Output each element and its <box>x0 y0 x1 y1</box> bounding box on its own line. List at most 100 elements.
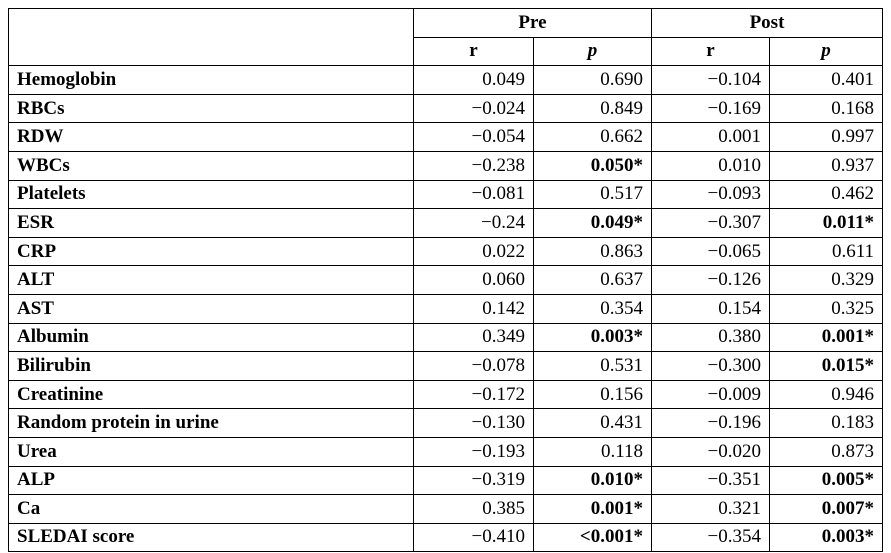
cell-post-p: 0.946 <box>769 379 883 410</box>
row-label: Creatinine <box>8 379 414 410</box>
cell-pre-p: 0.662 <box>533 122 652 152</box>
cell-post-r: −0.126 <box>651 265 770 295</box>
cell-pre-r: 0.060 <box>413 265 534 295</box>
cell-post-p: 0.007* <box>769 494 883 524</box>
cell-pre-r: −0.130 <box>413 408 534 438</box>
cell-post-r: 0.321 <box>651 494 770 524</box>
cell-post-r: −0.354 <box>651 522 770 553</box>
cell-pre-p: 0.010* <box>533 465 652 496</box>
cell-pre-r: −0.24 <box>413 208 534 238</box>
row-label: Ca <box>8 494 414 524</box>
cell-post-r: −0.169 <box>651 93 770 124</box>
cell-post-r: −0.065 <box>651 236 770 267</box>
table-row: Albumin 0.349 0.003* 0.380 0.001* <box>8 322 883 353</box>
table-row: CRP 0.022 0.863 −0.065 0.611 <box>8 236 883 267</box>
cell-post-r: 0.380 <box>651 322 770 353</box>
cell-post-r: −0.104 <box>651 65 770 95</box>
cell-post-p: 0.873 <box>769 436 883 467</box>
cell-post-r: 0.001 <box>651 122 770 152</box>
pre-group-header: Pre <box>413 8 652 38</box>
table-row: ALP −0.319 0.010* −0.351 0.005* <box>8 465 883 496</box>
cell-pre-r: 0.049 <box>413 65 534 95</box>
cell-post-p: 0.183 <box>769 408 883 438</box>
cell-post-p: 0.001* <box>769 322 883 353</box>
cell-post-r: −0.196 <box>651 408 770 438</box>
cell-pre-p: 0.863 <box>533 236 652 267</box>
cell-pre-p: 0.431 <box>533 408 652 438</box>
cell-pre-p: 0.003* <box>533 322 652 353</box>
row-label: Platelets <box>8 179 414 210</box>
post-group-header: Post <box>651 8 883 38</box>
table-row: ALT 0.060 0.637 −0.126 0.329 <box>8 265 883 295</box>
pre-p-header: p <box>533 36 652 67</box>
table-row: ESR −0.24 0.049* −0.307 0.011* <box>8 208 883 238</box>
cell-post-p: 0.011* <box>769 208 883 238</box>
table-row: Urea −0.193 0.118 −0.020 0.873 <box>8 436 883 467</box>
table-row: SLEDAI score −0.410 <0.001* −0.354 0.003* <box>8 522 883 553</box>
row-label: ALT <box>8 265 414 295</box>
row-label: RDW <box>8 122 414 152</box>
cell-pre-p: 0.531 <box>533 351 652 381</box>
cell-pre-r: −0.319 <box>413 465 534 496</box>
table-row: Hemoglobin 0.049 0.690 −0.104 0.401 <box>8 65 883 95</box>
cell-post-p: 0.005* <box>769 465 883 496</box>
row-label: SLEDAI score <box>8 522 414 553</box>
row-label: ALP <box>8 465 414 496</box>
cell-pre-r: −0.081 <box>413 179 534 210</box>
table-row: Bilirubin −0.078 0.531 −0.300 0.015* <box>8 351 883 381</box>
cell-post-r: −0.093 <box>651 179 770 210</box>
cell-post-p: 0.611 <box>769 236 883 267</box>
cell-pre-p: 0.001* <box>533 494 652 524</box>
table-row: RDW −0.054 0.662 0.001 0.997 <box>8 122 883 152</box>
table-row: Ca 0.385 0.001* 0.321 0.007* <box>8 494 883 524</box>
row-label: Hemoglobin <box>8 65 414 95</box>
cell-pre-p: 0.690 <box>533 65 652 95</box>
table-body: Hemoglobin 0.049 0.690 −0.104 0.401 RBCs −0.02… <box>8 65 883 553</box>
cell-pre-p: <0.001* <box>533 522 652 553</box>
cell-pre-p: 0.049* <box>533 208 652 238</box>
cell-post-p: 0.325 <box>769 293 883 324</box>
row-label: Random protein in urine <box>8 408 414 438</box>
table-row: WBCs −0.238 0.050* 0.010 0.937 <box>8 150 883 181</box>
cell-pre-p: 0.354 <box>533 293 652 324</box>
cell-pre-r: 0.385 <box>413 494 534 524</box>
cell-post-p: 0.937 <box>769 150 883 181</box>
pre-r-header: r <box>413 36 534 67</box>
cell-post-p: 0.329 <box>769 265 883 295</box>
cell-pre-r: 0.022 <box>413 236 534 267</box>
row-label: AST <box>8 293 414 324</box>
post-r-header: r <box>651 36 770 67</box>
row-label: WBCs <box>8 150 414 181</box>
cell-pre-p: 0.849 <box>533 93 652 124</box>
cell-post-r: −0.300 <box>651 351 770 381</box>
cell-post-r: −0.009 <box>651 379 770 410</box>
cell-pre-r: −0.193 <box>413 436 534 467</box>
cell-pre-r: −0.410 <box>413 522 534 553</box>
cell-pre-r: −0.024 <box>413 93 534 124</box>
cell-post-p: 0.462 <box>769 179 883 210</box>
table-row: Random protein in urine −0.130 0.431 −0.196… <box>8 408 883 438</box>
parameter-header <box>8 7 414 67</box>
cell-post-r: 0.154 <box>651 293 770 324</box>
correlation-table: Pre Post r p r p Hemoglobin 0.049 0.690 −0.… <box>8 7 883 553</box>
cell-post-r: −0.307 <box>651 208 770 238</box>
table-row: Creatinine −0.172 0.156 −0.009 0.946 <box>8 379 883 410</box>
post-p-header: p <box>769 36 883 67</box>
table-row: AST 0.142 0.354 0.154 0.325 <box>8 293 883 324</box>
cell-pre-r: −0.078 <box>413 351 534 381</box>
cell-pre-r: 0.142 <box>413 293 534 324</box>
cell-pre-r: −0.172 <box>413 379 534 410</box>
row-label: ESR <box>8 208 414 238</box>
cell-pre-r: 0.349 <box>413 322 534 353</box>
cell-pre-r: −0.238 <box>413 150 534 181</box>
cell-post-r: 0.010 <box>651 150 770 181</box>
row-label: RBCs <box>8 93 414 124</box>
cell-post-p: 0.168 <box>769 93 883 124</box>
row-label: CRP <box>8 236 414 267</box>
cell-pre-p: 0.637 <box>533 265 652 295</box>
cell-post-p: 0.003* <box>769 522 883 553</box>
row-label: Bilirubin <box>8 351 414 381</box>
cell-post-p: 0.015* <box>769 351 883 381</box>
cell-post-r: −0.351 <box>651 465 770 496</box>
cell-pre-p: 0.118 <box>533 436 652 467</box>
